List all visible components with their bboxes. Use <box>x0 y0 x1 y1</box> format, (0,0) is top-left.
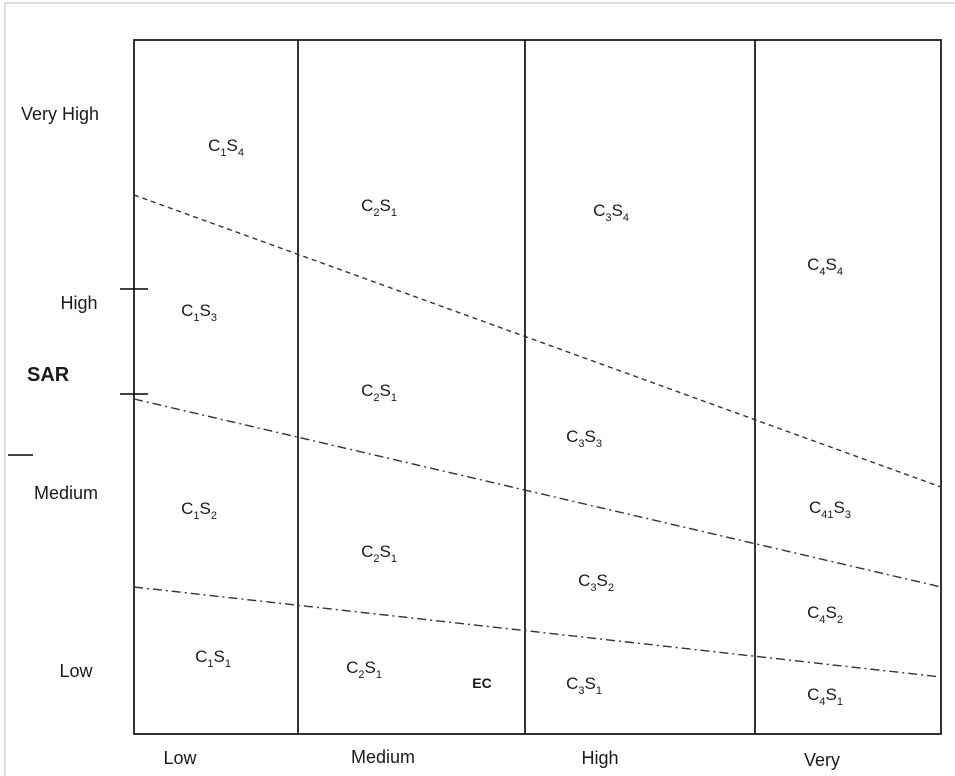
zone-label: C2S1 <box>361 381 397 404</box>
zone-label: C1S1 <box>195 647 231 670</box>
boundary-line-s3-s2 <box>133 398 942 588</box>
zone-label: C3S3 <box>566 427 602 450</box>
x-label-very: Very <box>804 750 840 770</box>
x-label-high: High <box>581 748 618 768</box>
zone-label: C3S1 <box>566 674 602 697</box>
zone-label: C4S1 <box>807 685 843 708</box>
y-label-very-high: Very High <box>21 104 99 124</box>
boundary-line-s2-s1 <box>133 586 942 678</box>
zone-label: C3S4 <box>593 201 629 224</box>
zone-label: C4S2 <box>807 603 843 626</box>
zone-label: C1S2 <box>181 499 217 522</box>
y-axis-title: SAR <box>27 364 70 386</box>
y-label-medium: Medium <box>34 483 98 503</box>
zone-label: C2S1 <box>361 542 397 565</box>
y-label-low: Low <box>59 661 93 681</box>
y-label-high: High <box>60 293 97 313</box>
zone-label: C3S2 <box>578 571 614 594</box>
zone-label: C4S4 <box>807 255 843 278</box>
boundary-line-s4-s3 <box>133 194 942 488</box>
zone-label: C41S3 <box>809 498 851 521</box>
x-label-medium: Medium <box>351 747 415 767</box>
zone-label: C2S1 <box>346 658 382 681</box>
zone-label: C2S1 <box>361 196 397 219</box>
zone-label: C1S3 <box>181 301 217 324</box>
plot-box <box>133 39 942 735</box>
x-axis-title: EC <box>472 675 491 691</box>
zone-label: C1S4 <box>208 136 244 159</box>
x-label-low: Low <box>163 748 197 768</box>
